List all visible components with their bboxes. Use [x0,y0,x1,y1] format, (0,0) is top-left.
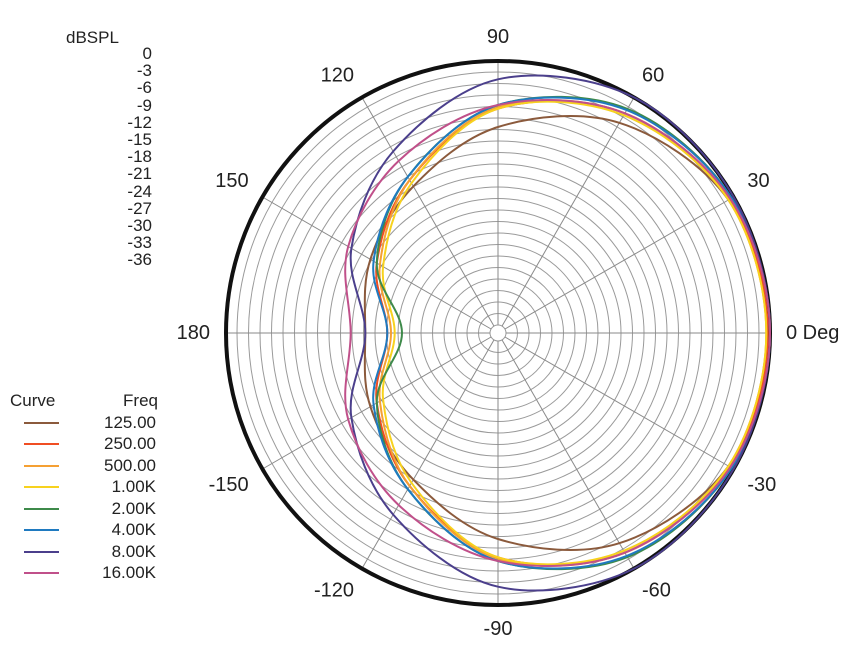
scale-tick: -21 [127,164,152,184]
polar-curves [344,74,772,592]
curve-8.00K [349,74,772,592]
angle-label--30: -30 [747,474,776,496]
legend-rows: 125.00 250.00 500.00 1.00K 2.00K 4.00K 8.00K 16… [8,412,158,584]
angle-label--150: -150 [209,474,249,496]
scale-unit-label: dBSPL [66,28,119,47]
scale-tick: -6 [136,78,152,98]
legend-freq: 16.00K [102,563,156,583]
legend-item: 500.00 [8,455,158,477]
curve-2.00K [375,95,772,571]
angle-label--120: -120 [314,579,354,601]
legend: Curve Freq 125.00 250.00 500.00 1.00K 2.00K 4… [8,390,158,584]
scale-tick: -33 [127,233,152,253]
scale-tick: -9 [136,95,152,115]
grid-spoke [504,196,734,330]
angle-label-60: 60 [642,65,664,87]
legend-swatch [24,529,59,532]
legend-freq: 250.00 [104,434,156,454]
curve-4.00K [372,96,772,570]
legend-swatch [24,464,59,467]
angle-label--60: -60 [642,579,671,601]
legend-swatch [24,507,59,510]
legend-freq: 1.00K [111,477,156,497]
radial-scale: 0 -3 -6 -9 -12 -15 -18 -21 -24 -27 -30 -33 -36 [100,44,152,270]
angle-label-0-Deg: 0 Deg [786,322,839,344]
grid-ring [489,324,507,342]
legend-item: 4.00K [8,520,158,542]
grid-spoke [501,97,635,327]
legend-item: 125.00 [8,412,158,434]
angle-label-30: 30 [747,170,769,192]
scale-tick: 0 [142,44,152,63]
angle-label--90: -90 [484,618,513,640]
angle-labels: 0 Deg 30 60 90 120 150 180 -150 -120 -90 -60 -30 [177,26,840,640]
angle-label-120: 120 [321,65,354,87]
scale-tick: -18 [127,147,152,167]
legend-item: 16.00K [8,563,158,585]
legend-freq: 4.00K [111,520,156,540]
curve-16.00K [344,99,772,567]
legend-freq: 125.00 [104,412,156,432]
legend-freq-header: Freq [123,391,158,410]
legend-freq: 500.00 [104,455,156,475]
legend-header: Curve Freq [8,390,158,412]
scale-tick: -27 [127,198,152,218]
grid-spoke [501,339,635,569]
legend-item: 250.00 [8,434,158,456]
legend-item: 1.00K [8,477,158,499]
scale-tick: -15 [127,129,152,149]
legend-swatch [24,443,59,446]
angle-label-180: 180 [177,322,210,344]
legend-swatch [24,486,59,489]
scale-tick: -12 [127,112,152,132]
legend-freq: 2.00K [111,498,156,518]
grid-spoke [361,339,495,569]
legend-curve-header: Curve [10,391,56,410]
legend-item: 8.00K [8,541,158,563]
grid-spoke [504,336,734,470]
scale-tick: -24 [127,181,152,201]
legend-swatch [24,550,59,553]
polar-grid [224,59,772,607]
legend-freq: 8.00K [111,541,156,561]
scale-tick: -3 [136,61,152,81]
angle-label-150: 150 [215,170,248,192]
legend-item: 2.00K [8,498,158,520]
legend-swatch [24,572,59,575]
scale-tick: -36 [127,250,152,270]
grid-spoke [361,97,495,327]
scale-tick: -30 [127,215,152,235]
legend-swatch [24,421,59,424]
curve-1.00K [381,100,768,566]
angle-label-90: 90 [487,26,509,48]
